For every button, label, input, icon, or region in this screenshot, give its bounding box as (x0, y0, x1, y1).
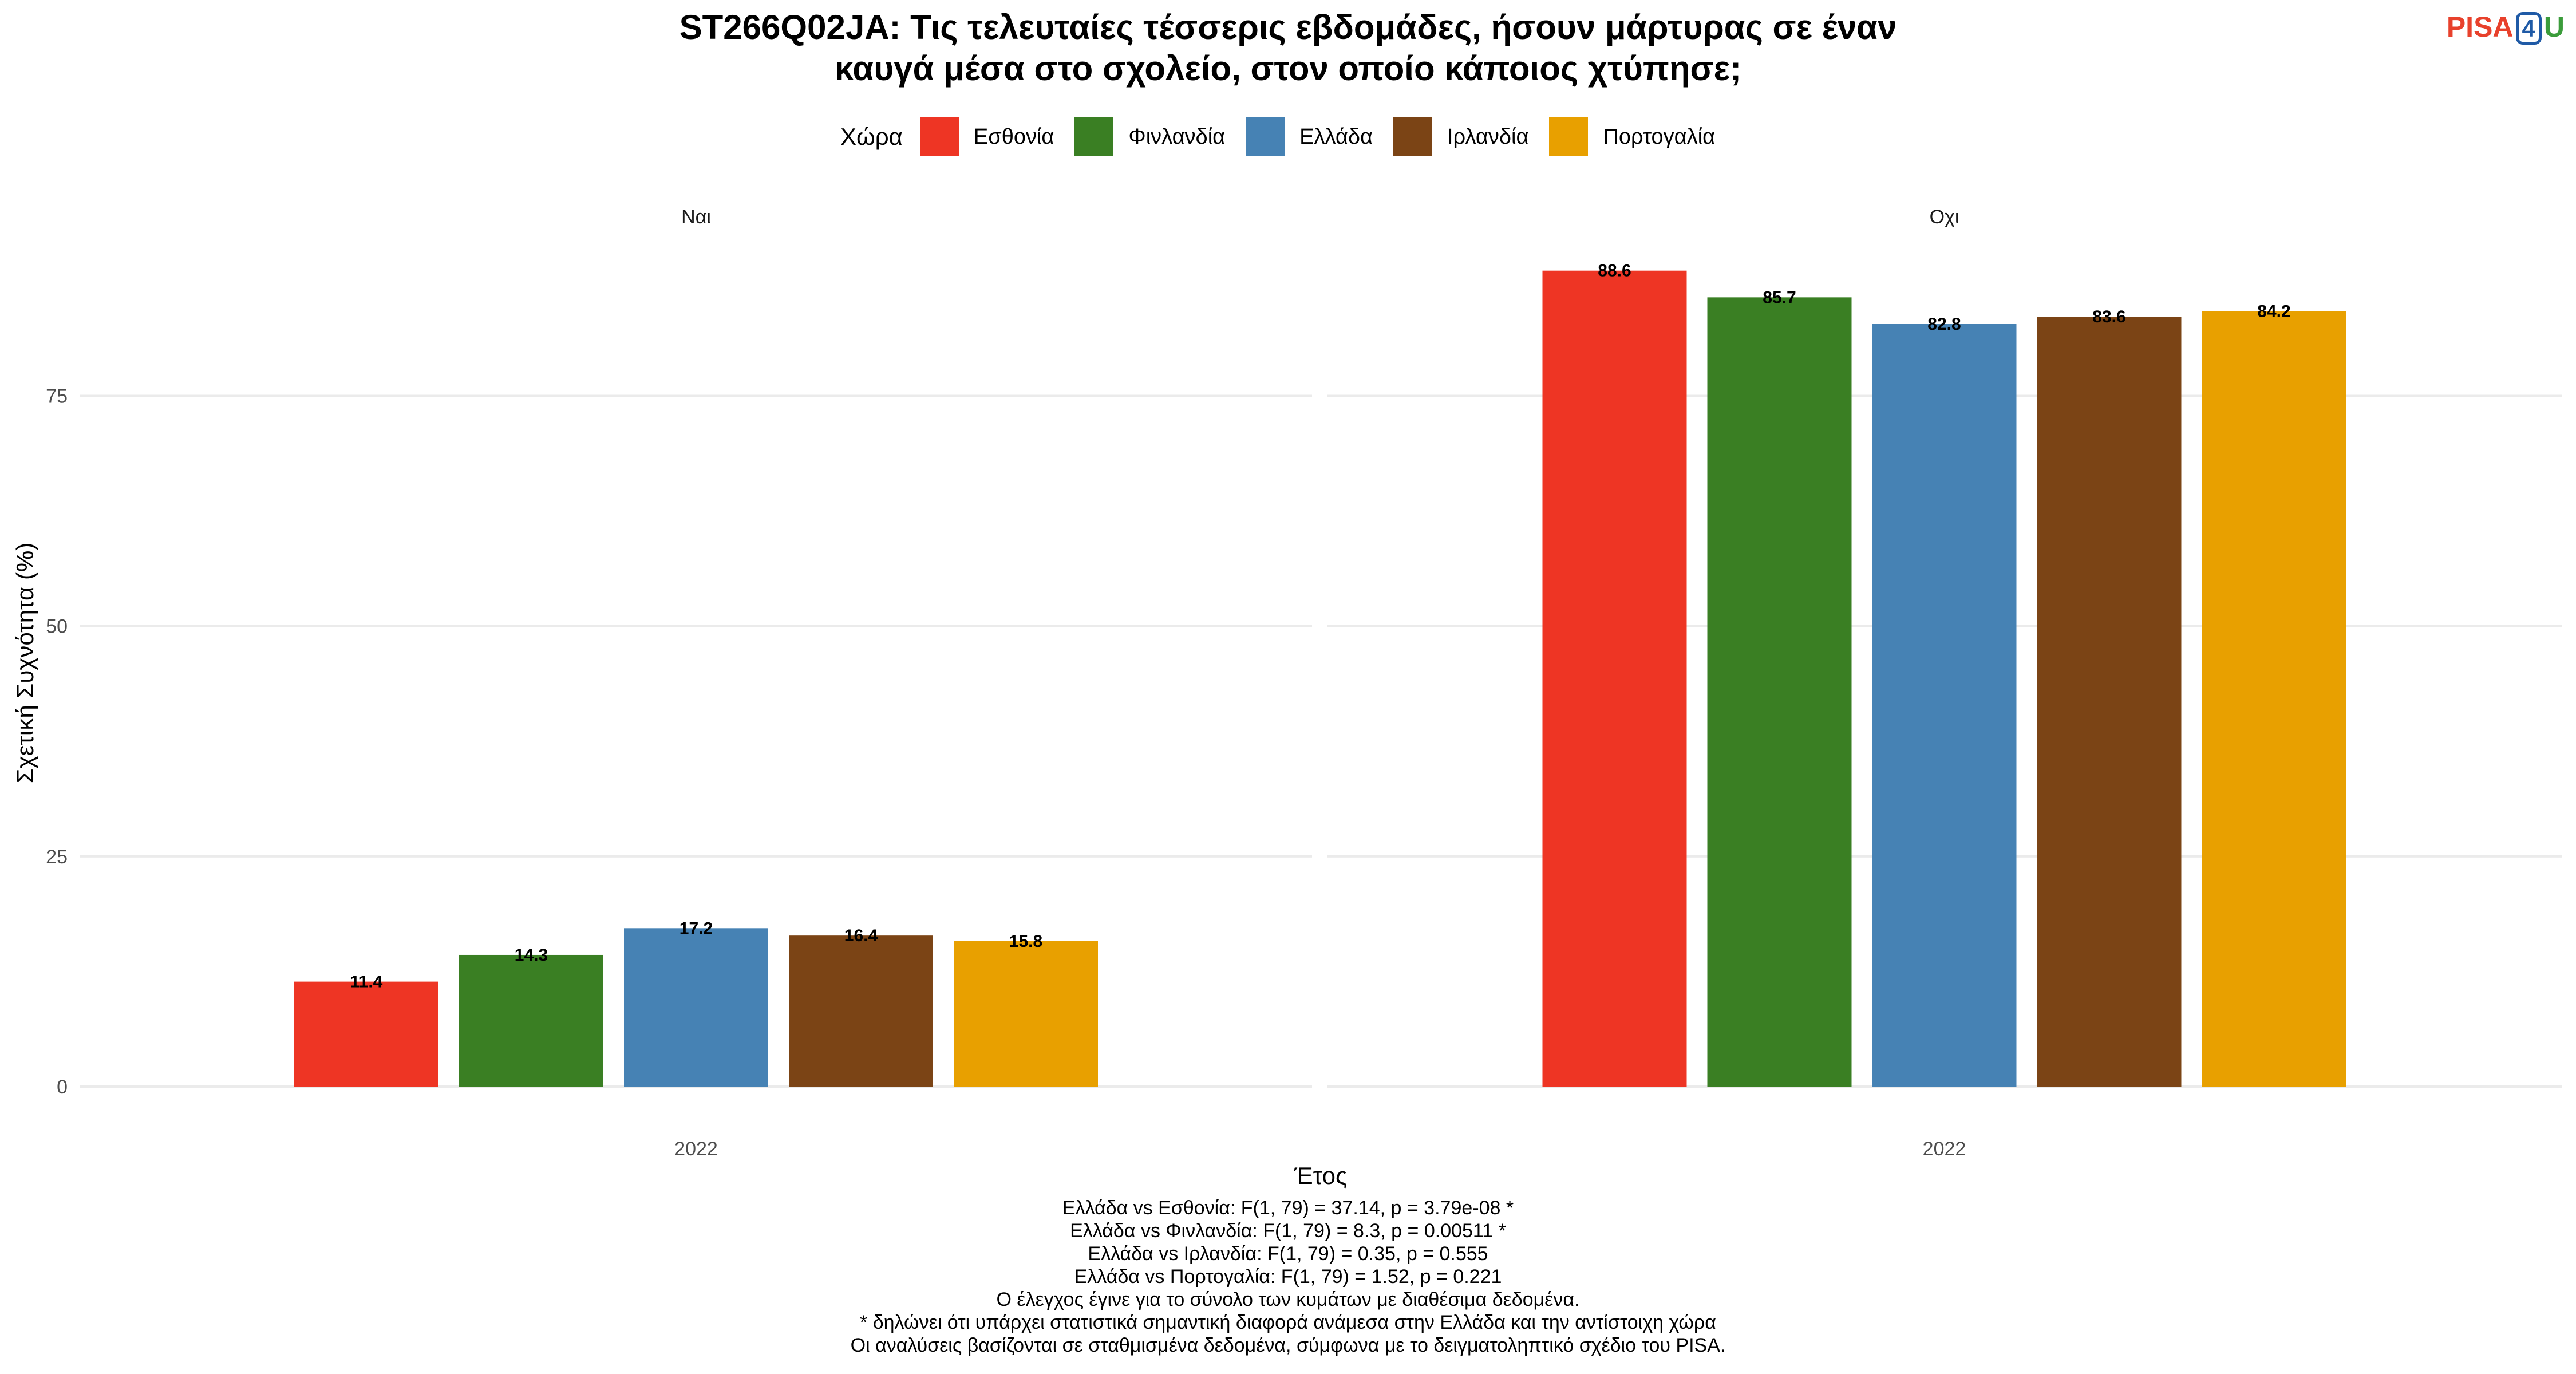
data-label: 11.4 (350, 973, 383, 992)
data-label: 83.6 (2092, 307, 2125, 326)
legend-item: Εσθονία (919, 117, 1054, 156)
legend-label: Ελλάδα (1299, 124, 1373, 149)
legend-swatch (1549, 117, 1589, 156)
note-line: Ελλάδα vs Φινλανδία: F(1, 79) = 8.3, p =… (1070, 1220, 1506, 1242)
x-tick-label: 2022 (674, 1138, 718, 1160)
logo-text-4: 4 (2515, 12, 2542, 45)
bar (2037, 317, 2182, 1087)
bar (459, 954, 603, 1087)
data-label: 15.8 (1009, 932, 1042, 951)
y-tick-label: 75 (46, 385, 68, 407)
chart-title-line-1: ST266Q02JA: Τις τελευταίες τέσσερις εβδο… (679, 8, 1897, 46)
note-line: Ελλάδα vs Ιρλανδία: F(1, 79) = 0.35, p =… (1088, 1243, 1488, 1265)
facet-label: Οχι (1930, 206, 1959, 228)
logo-text-pisa: PISA (2446, 11, 2514, 43)
legend-label: Πορτογαλία (1603, 124, 1716, 149)
logo-text-u: U (2543, 11, 2565, 43)
chart-notes: Ελλάδα vs Εσθονία: F(1, 79) = 37.14, p =… (0, 1197, 2576, 1357)
bar (1872, 324, 2017, 1087)
legend-label: Φινλανδία (1128, 124, 1226, 149)
note-line: * δηλώνει ότι υπάρχει στατιστικά σημαντι… (860, 1312, 1716, 1333)
y-tick-label: 0 (57, 1076, 68, 1098)
bar (789, 935, 933, 1087)
data-label: 82.8 (1927, 315, 1961, 334)
bar (294, 981, 438, 1087)
legend-item: Ιρλανδία (1393, 117, 1528, 156)
legend-swatch (919, 117, 959, 156)
x-tick-label: 2022 (1923, 1138, 1966, 1160)
legend-swatch (1246, 117, 1285, 156)
bar-chart: Σχετική Συχνότητα (%) Έτος 0 25 50 75 Ναι 2022 1… (11, 206, 2562, 1189)
note-line: Οι αναλύσεις βασίζονται σε σταθμισμένα δ… (850, 1334, 1726, 1356)
bar (1707, 297, 1852, 1087)
facet-label: Ναι (681, 206, 711, 228)
legend: Χώρα Εσθονία Φινλανδία Ελλάδα Ιρλανδία Πορτο… (0, 117, 2576, 156)
pisa4u-logo: PISA 4 U (2446, 10, 2565, 45)
data-label: 84.2 (2257, 302, 2290, 321)
data-label: 16.4 (844, 926, 878, 945)
legend-label: Εσθονία (973, 124, 1054, 149)
legend-item: Ελλάδα (1246, 117, 1373, 156)
data-label: 14.3 (515, 946, 548, 965)
x-axis-title: Έτος (1294, 1162, 1348, 1189)
bar (624, 928, 768, 1087)
note-line: Ελλάδα vs Εσθονία: F(1, 79) = 37.14, p =… (1062, 1197, 1514, 1219)
legend-item: Πορτογαλία (1549, 117, 1715, 156)
y-axis-title: Σχετική Συχνότητα (%) (11, 543, 38, 784)
legend-title: Χώρα (840, 123, 903, 150)
y-tick-label: 25 (46, 846, 68, 868)
data-label: 85.7 (1763, 288, 1796, 307)
legend-swatch (1074, 117, 1114, 156)
bar (2202, 311, 2346, 1087)
y-tick-label: 50 (46, 616, 68, 638)
data-label: 88.6 (1598, 262, 1631, 281)
note-line: Ο έλεγχος έγινε για το σύνολο των κυμάτω… (996, 1289, 1580, 1310)
note-line: Ελλάδα vs Πορτογαλία: F(1, 79) = 1.52, p… (1074, 1266, 1502, 1288)
chart-title-line-2: καυγά μέσα στο σχολείο, στον οποίο κάποι… (834, 49, 1742, 88)
legend-item: Φινλανδία (1074, 117, 1225, 156)
legend-label: Ιρλανδία (1447, 124, 1529, 149)
data-label: 17.2 (679, 919, 713, 938)
legend-swatch (1393, 117, 1432, 156)
bar (1542, 270, 1687, 1087)
bar (954, 941, 1098, 1087)
chart-title: ST266Q02JA: Τις τελευταίες τέσσερις εβδο… (0, 7, 2576, 89)
